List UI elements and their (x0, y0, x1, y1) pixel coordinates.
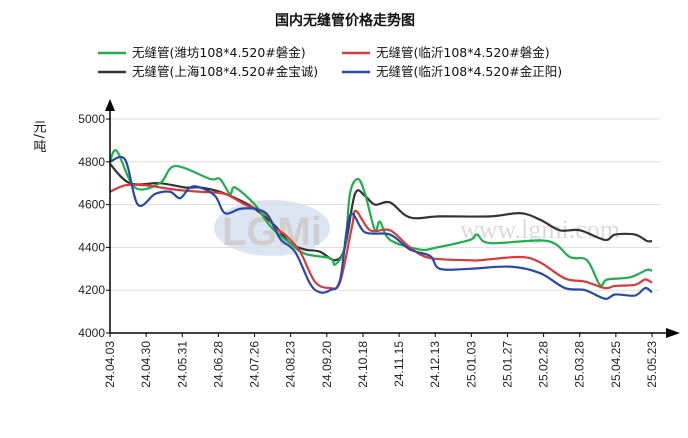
x-tick-label: 24.05.31 (175, 341, 189, 388)
x-tick-label: 25.05.23 (645, 341, 659, 388)
legend-label: 无缝管(上海108*4.520#金宝诚) (132, 64, 318, 79)
series-line-0 (108, 149, 653, 287)
legend: 无缝管(潍坊108*4.520#磐金) 无缝管(临沂108*4.520#磐金) 无缝… (98, 45, 562, 79)
y-tick-label: 5000 (78, 112, 105, 126)
chart-title: 国内无缝管价格走势图 (275, 12, 415, 29)
x-tick-label: 25.03.28 (573, 341, 587, 388)
x-tick-label: 24.07.26 (248, 341, 262, 388)
legend-label: 无缝管(临沂108*4.520#磐金) (376, 45, 550, 60)
x-tick-label: 24.11.15 (392, 341, 406, 387)
series-line-2 (109, 163, 653, 262)
y-tick-label: 4000 (78, 326, 105, 340)
y-tick-label: 4200 (78, 283, 105, 297)
series-line-3 (109, 155, 653, 300)
y-tick-label: 4800 (78, 155, 105, 169)
x-tick-label: 24.10.18 (356, 341, 370, 388)
x-tick-label: 25.01.03 (464, 341, 478, 388)
x-axis-arrow-icon (666, 328, 680, 338)
legend-label: 无缝管(临沂108*4.520#金正阳) (376, 64, 562, 79)
x-tick-label: 24.08.23 (284, 341, 298, 388)
x-tick-label: 25.01.27 (500, 341, 514, 388)
x-tick-label: 24.09.20 (320, 341, 334, 388)
y-axis-arrow-icon (105, 99, 115, 111)
x-tick-label: 24.06.28 (211, 341, 225, 388)
x-tick-label: 24.04.03 (103, 341, 117, 388)
legend-label: 无缝管(潍坊108*4.520#磐金) (132, 45, 306, 60)
y-tick-label: 4600 (78, 198, 105, 212)
x-tick-label: 25.04.25 (609, 341, 623, 388)
y-tick-label: 4400 (78, 240, 105, 254)
x-tick-label: 24.12.13 (428, 341, 442, 388)
x-tick-label: 24.04.30 (139, 341, 153, 388)
watermark-logo: LGMi (222, 210, 322, 254)
series-line-1 (109, 183, 653, 290)
x-tick-label: 25.02.28 (537, 341, 551, 388)
y-axis-label: 元/吨 (31, 120, 47, 153)
